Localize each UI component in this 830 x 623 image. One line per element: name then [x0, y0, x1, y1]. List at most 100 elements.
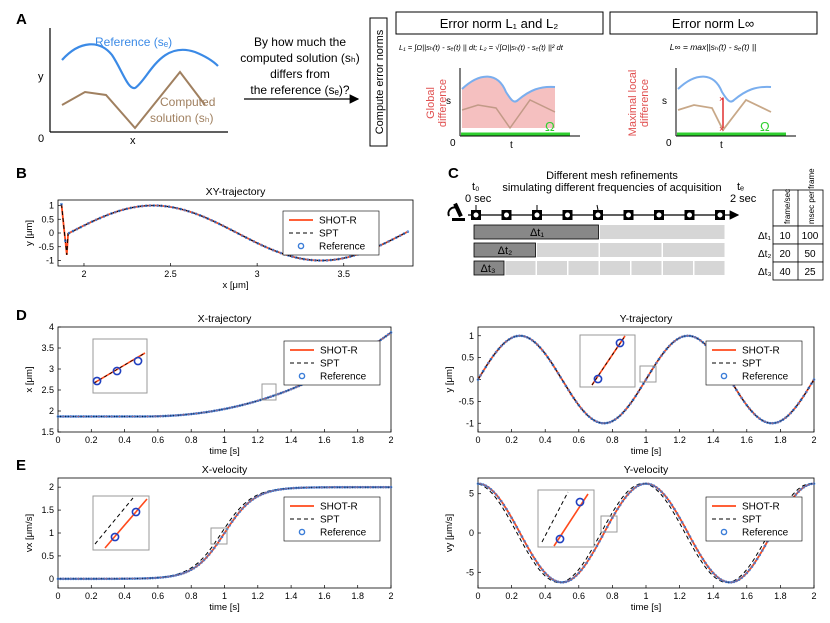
reference-point	[279, 488, 283, 491]
reference-point	[719, 578, 723, 581]
reference-point	[179, 207, 183, 211]
compute-norms-label: Compute error norms	[374, 29, 386, 134]
reference-point	[228, 524, 231, 527]
reference-point	[525, 544, 529, 548]
reference-point	[259, 398, 262, 402]
reference-point	[238, 404, 242, 407]
reference-point	[212, 546, 216, 550]
reference-point	[67, 231, 71, 235]
reference-point	[56, 415, 60, 418]
chart-title: X-trajectory	[198, 313, 252, 325]
norm12-title: Error norm L₁ and L₂	[440, 16, 559, 31]
reference-point	[605, 525, 609, 529]
reference-point	[159, 414, 162, 418]
x-tick-label: 0.6	[152, 435, 165, 445]
reference-point	[148, 576, 152, 580]
reference-point	[701, 341, 705, 344]
reference-point	[106, 213, 109, 217]
reference-point	[489, 357, 493, 361]
reference-point	[761, 419, 764, 422]
inset-reference-point	[112, 366, 122, 376]
reference-point	[61, 577, 65, 581]
reference-point	[683, 525, 687, 529]
reference-point	[667, 499, 671, 503]
reference-point	[82, 415, 85, 418]
reference-point	[554, 367, 557, 371]
x-tick-label: 0.8	[185, 435, 198, 445]
reference-point	[310, 258, 313, 262]
refinement-cell-2	[473, 242, 536, 258]
reference-point	[271, 394, 275, 398]
reference-point	[79, 415, 83, 418]
reference-point	[171, 206, 175, 209]
maximal-diff-1: Maximal local	[627, 70, 639, 137]
y-tick-label: 3.5	[41, 343, 54, 353]
question-line-4: the reference (sₑ)?	[250, 83, 349, 97]
x-tick-label: 2	[811, 591, 816, 601]
reference-point	[631, 398, 635, 402]
reference-point	[356, 485, 360, 489]
mini-t-1: t	[510, 140, 513, 151]
reference-point	[595, 544, 599, 548]
reference-point	[711, 571, 715, 575]
reference-point	[300, 486, 303, 490]
reference-point	[90, 577, 93, 581]
x-tick-label: 0.4	[539, 591, 552, 601]
reference-point	[704, 561, 707, 565]
reference-point	[317, 486, 321, 489]
reference-point	[292, 486, 295, 490]
global-diff-1: Global	[425, 87, 437, 119]
reference-point	[794, 493, 798, 496]
reference-point	[146, 415, 149, 418]
reference-point	[551, 578, 555, 581]
reference-point	[745, 571, 749, 575]
reference-point	[528, 337, 531, 340]
reference-point	[686, 334, 689, 338]
refinement-bars	[473, 224, 725, 276]
reference-point	[233, 516, 237, 520]
reference-point	[271, 248, 275, 252]
reference-point	[105, 577, 108, 581]
reference-point	[518, 334, 521, 338]
inset-reference-point	[131, 507, 141, 517]
reference-point	[284, 389, 288, 393]
reference-point	[207, 553, 211, 556]
reference-point	[210, 550, 213, 553]
reference-point	[729, 581, 733, 584]
reference-point	[626, 493, 630, 496]
reference-point	[634, 485, 637, 489]
reference-point	[174, 414, 178, 417]
reference-point	[164, 414, 167, 418]
reference-point	[138, 577, 142, 580]
reference-point	[613, 418, 617, 421]
reference-point	[644, 482, 648, 485]
reference-point	[256, 495, 260, 498]
y-tick-label: 2.5	[41, 385, 54, 395]
reference-point	[639, 386, 643, 390]
x-tick-label: 2	[81, 269, 86, 279]
reference-point	[236, 404, 239, 408]
reference-point	[330, 485, 334, 489]
reference-point	[812, 378, 816, 381]
reference-point	[321, 259, 325, 262]
norm12-title-box	[395, 11, 604, 35]
reference-point	[510, 336, 513, 340]
reference-point	[118, 415, 121, 418]
reference-point	[160, 204, 163, 208]
reference-point	[279, 391, 283, 395]
reference-point	[291, 255, 294, 258]
legend-ref-label: Reference	[320, 528, 367, 539]
panel-label-e: E	[16, 457, 26, 474]
frame-marker-dot	[656, 212, 662, 218]
reference-point	[567, 388, 570, 392]
reference-point	[151, 576, 155, 580]
reference-point	[84, 415, 88, 418]
reference-point	[228, 406, 231, 410]
reference-point	[649, 483, 653, 486]
reference-point	[246, 402, 249, 405]
reference-point	[742, 400, 746, 403]
legend-ref-label: Reference	[742, 372, 789, 383]
reference-point	[810, 382, 813, 386]
reference-point	[479, 482, 482, 486]
reference-point	[252, 240, 256, 243]
